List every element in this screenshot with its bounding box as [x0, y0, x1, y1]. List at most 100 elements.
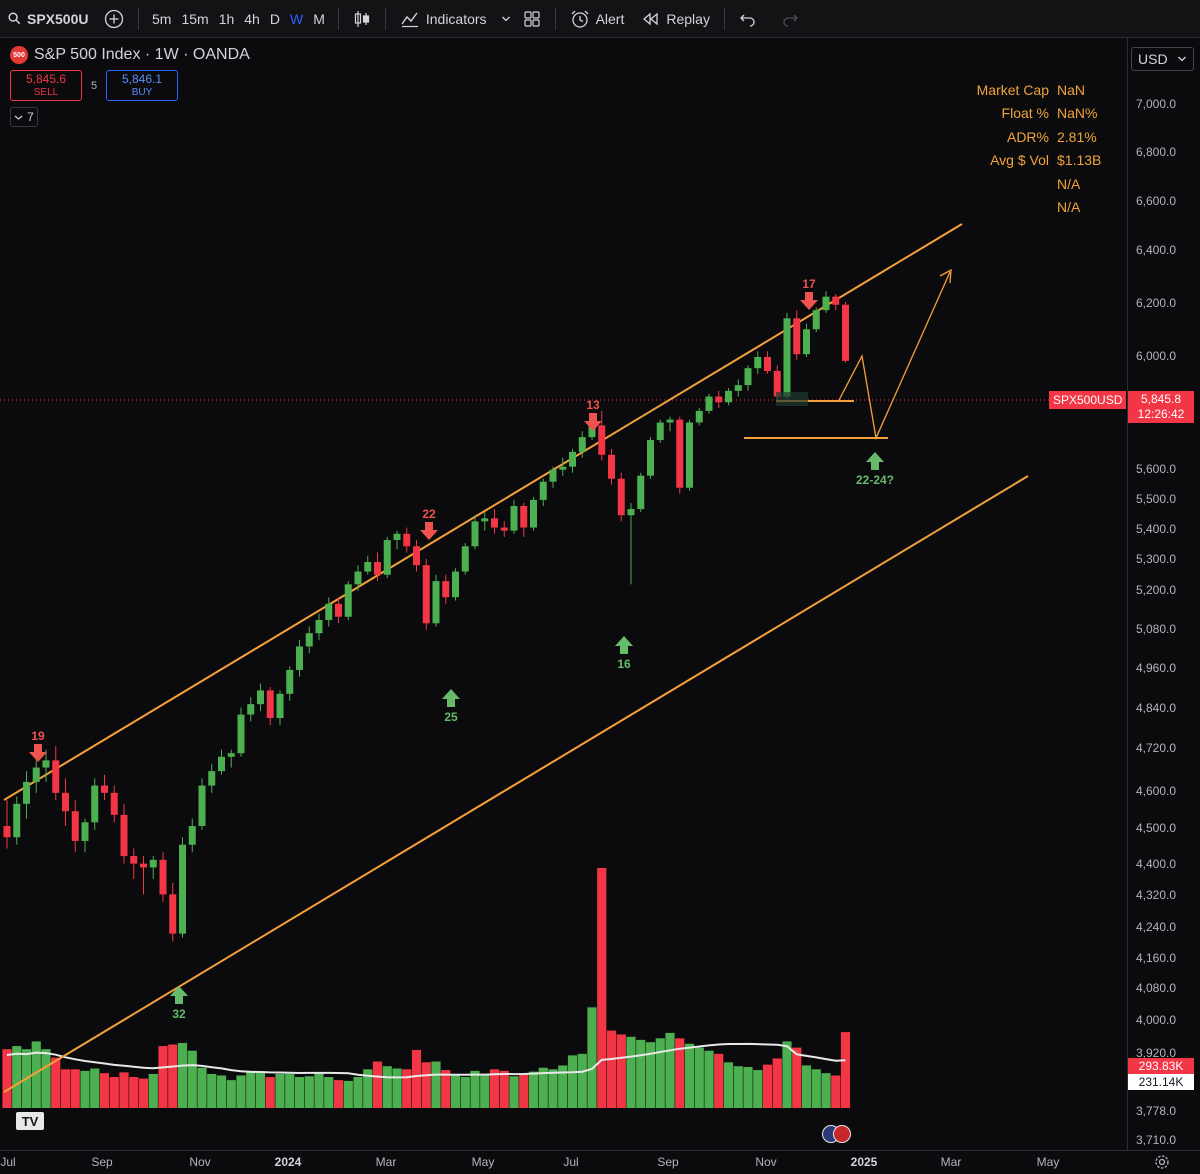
- stat-value: NaN: [1057, 81, 1086, 98]
- candle-body: [510, 506, 518, 531]
- alert-button[interactable]: Alert: [564, 0, 631, 38]
- tradingview-logo-icon[interactable]: TV: [16, 1112, 44, 1130]
- candle-body: [159, 859, 167, 895]
- volume-bar: [782, 1041, 792, 1108]
- arrow-up-icon: [170, 986, 188, 1004]
- timeframe-5m[interactable]: 5m: [152, 10, 172, 27]
- candle-body: [3, 825, 11, 838]
- candle-body: [208, 771, 216, 786]
- candle-body: [335, 603, 342, 617]
- candle-body: [130, 856, 138, 864]
- volume-bar: [392, 1068, 402, 1108]
- volume-bar: [616, 1034, 626, 1108]
- candle-body: [296, 646, 303, 670]
- candle-body: [695, 410, 703, 423]
- candle-body: [403, 533, 411, 547]
- volume-bar: [109, 1077, 119, 1108]
- volume-bar: [821, 1073, 831, 1108]
- volume-bar: [450, 1075, 461, 1108]
- sell-label: SELL: [33, 86, 59, 98]
- currency-selector[interactable]: USD: [1131, 47, 1194, 71]
- arrow-up-icon: [866, 452, 884, 470]
- volume-bar: [548, 1069, 558, 1108]
- buy-button[interactable]: 5,846.1 BUY: [106, 70, 178, 101]
- volume-bar: [714, 1053, 724, 1108]
- candle-body: [803, 329, 810, 355]
- buy-label: BUY: [131, 86, 153, 98]
- time-axis[interactable]: Jul Sep Nov 2024 Mar May Jul Sep Nov 2025 Mar May: [0, 1150, 1200, 1174]
- candle-body: [364, 562, 372, 572]
- stat-row: Float % NaN%: [975, 102, 1125, 126]
- volume-bar: [226, 1080, 236, 1108]
- candle-body: [744, 368, 752, 386]
- price-tick: 4,960.0: [1136, 661, 1177, 675]
- us-flag-event-icon[interactable]: [833, 1125, 851, 1143]
- indicators-button[interactable]: Indicators: [394, 0, 493, 38]
- toolbar-divider: [554, 7, 556, 30]
- annotation-label: 32: [172, 1007, 186, 1021]
- timeframe-w[interactable]: W: [289, 10, 304, 27]
- sell-button[interactable]: 5,845.6 SELL: [10, 70, 82, 101]
- candle-body: [832, 296, 840, 305]
- volume-bar: [363, 1069, 373, 1108]
- time-label: May: [1036, 1155, 1060, 1169]
- compare-button[interactable]: [98, 0, 130, 38]
- symbol-price-tag: SPX500USD: [1049, 391, 1127, 409]
- settings-gear-icon[interactable]: [1154, 1154, 1170, 1170]
- volume-bar: [187, 1050, 197, 1108]
- candle-body: [325, 603, 333, 621]
- volume-bar: [353, 1077, 363, 1108]
- candle-body: [13, 803, 21, 838]
- redo-button[interactable]: [763, 0, 805, 38]
- indicator-toggle-button[interactable]: 7: [10, 107, 38, 127]
- volume-bar: [421, 1062, 431, 1108]
- timeframe-1h[interactable]: 1h: [218, 10, 235, 27]
- price-axis[interactable]: 7,000.0 6,800.0 6,600.0 6,400.0 6,200.0 6,000…: [1127, 38, 1200, 1150]
- stat-value: NaN%: [1057, 105, 1098, 122]
- indicators-icon: [401, 12, 418, 27]
- layouts-button[interactable]: [517, 0, 547, 38]
- candle-body: [588, 425, 596, 438]
- last-price-value: 5,845.8: [1140, 392, 1182, 406]
- candle-body: [452, 571, 459, 598]
- arrow-up-icon: [442, 689, 460, 707]
- price-tick: 4,320.0: [1136, 888, 1177, 902]
- volume-bar: [80, 1070, 90, 1108]
- volume-bar: [333, 1080, 344, 1108]
- price-tick: 3,920.0: [1136, 1046, 1177, 1060]
- timeframe-15m[interactable]: 15m: [181, 10, 209, 27]
- volume-bar: [138, 1078, 149, 1108]
- candle-body: [725, 390, 732, 403]
- channel-lower-line: [3, 475, 1029, 1093]
- price-chart[interactable]: 19 22 13 17 32 25 16 22-24?: [0, 38, 1127, 1150]
- buy-price: 5,846.1: [121, 71, 163, 86]
- candle-body: [773, 370, 781, 397]
- timeframe-4h[interactable]: 4h: [244, 10, 260, 27]
- timeframe-d[interactable]: D: [269, 10, 280, 27]
- chevron-down-icon: [501, 16, 510, 21]
- legend-title-row[interactable]: 500 S&P 500 Index · 1W · OANDA: [10, 46, 250, 64]
- chart-type-button[interactable]: [347, 0, 377, 38]
- volume-bar: [684, 1043, 695, 1108]
- volume-bar: [811, 1069, 821, 1108]
- symbol-search[interactable]: SPX500U: [0, 11, 98, 27]
- candle-body: [812, 310, 820, 330]
- annotation-label: 19: [31, 729, 45, 743]
- volume-ma-line: [6, 1042, 846, 1079]
- indicators-dropdown-button[interactable]: [493, 0, 517, 38]
- candle-body: [383, 540, 391, 575]
- timeframe-m[interactable]: M: [313, 10, 325, 27]
- volume-bar: [168, 1044, 178, 1108]
- candle-body: [188, 825, 196, 845]
- volume-bar: [831, 1075, 841, 1108]
- symbol-label: SPX500U: [27, 10, 89, 27]
- candle-body: [149, 859, 157, 868]
- replay-button[interactable]: Replay: [630, 0, 716, 38]
- candle-body: [218, 756, 225, 772]
- stat-row: N/A: [975, 196, 1125, 220]
- undo-button[interactable]: [733, 0, 763, 38]
- volume-bar: [694, 1047, 704, 1108]
- undo-icon: [740, 14, 755, 27]
- trade-buttons: 5,845.6 SELL 5 5,846.1 BUY: [10, 70, 250, 101]
- price-tick: 5,200.0: [1136, 583, 1177, 597]
